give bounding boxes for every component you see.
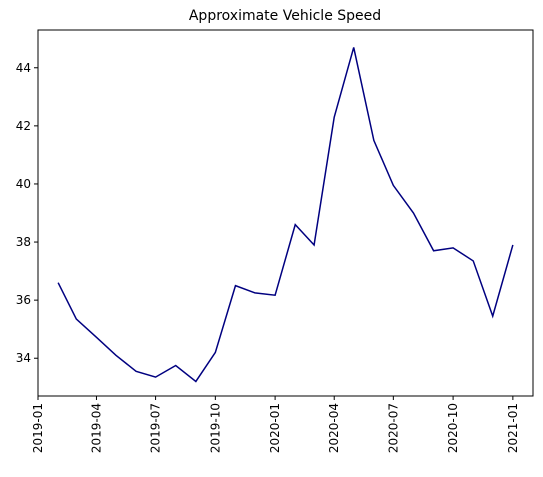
x-tick-label: 2020-07	[386, 403, 400, 453]
x-tick-label: 2020-10	[446, 403, 460, 453]
x-tick-label: 2020-01	[268, 403, 282, 453]
y-tick-label: 42	[16, 119, 31, 133]
y-tick-label: 36	[16, 293, 31, 307]
x-tick-label: 2020-04	[327, 403, 341, 453]
x-tick-label: 2019-04	[89, 403, 103, 453]
y-tick-label: 40	[16, 177, 31, 191]
y-tick-label: 44	[16, 61, 31, 75]
x-tick-label: 2019-10	[208, 403, 222, 453]
line-series	[57, 47, 514, 383]
plot-frame	[37, 29, 534, 397]
x-tick-label: 2019-01	[31, 403, 45, 453]
x-tick-label: 2021-01	[506, 403, 520, 453]
y-tick-label: 34	[16, 351, 31, 365]
chart-title: Approximate Vehicle Speed	[189, 8, 381, 24]
x-tick-label: 2019-07	[149, 403, 163, 453]
y-tick-label: 38	[16, 235, 31, 249]
